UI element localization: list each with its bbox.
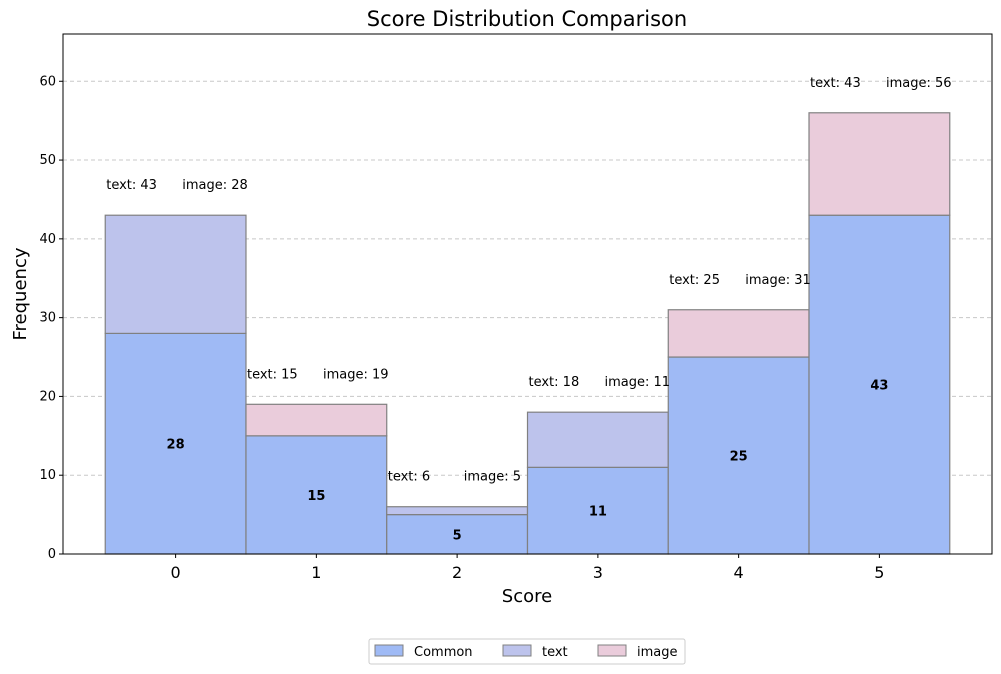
y-axis-label: Frequency	[10, 247, 31, 340]
text-total-annotation: text: 43	[810, 76, 861, 91]
x-axis-label: Score	[502, 586, 552, 607]
x-tick-label: 3	[593, 563, 603, 582]
x-tick-label: 1	[311, 563, 321, 582]
text-total-annotation: text: 43	[106, 178, 157, 193]
bar-image	[808, 112, 951, 216]
bar-value-label: 25	[730, 450, 748, 465]
y-tick-label: 60	[39, 74, 56, 89]
chart-title: Score Distribution Comparison	[367, 7, 687, 31]
text-total-annotation: text: 15	[247, 367, 298, 382]
image-total-annotation: image: 19	[323, 367, 389, 382]
bar-common	[526, 466, 669, 555]
bar-value-label: 43	[870, 379, 888, 394]
bars	[104, 112, 951, 555]
legend-swatch-common	[374, 644, 404, 657]
x-tick-label: 4	[734, 563, 744, 582]
bar-common	[667, 356, 810, 555]
bar-common	[386, 514, 529, 555]
bar-value-label: 15	[307, 489, 325, 504]
y-tick-label: 30	[39, 311, 56, 326]
bar-common	[245, 435, 388, 555]
legend-swatch-image	[597, 644, 627, 657]
y-tick-label: 20	[39, 389, 56, 404]
image-total-annotation: image: 31	[745, 273, 811, 288]
annotations: text: 43 image: 28 text: 15 image: 19 text: …	[106, 76, 951, 485]
bar-image	[245, 403, 388, 437]
y-tick-label: 10	[39, 468, 56, 483]
image-total-annotation: image: 11	[605, 375, 671, 390]
image-total-annotation: image: 56	[886, 76, 952, 91]
bar-text	[104, 214, 247, 334]
plot-frame	[62, 33, 993, 555]
text-total-annotation: text: 18	[529, 375, 580, 390]
bar-common	[104, 332, 247, 555]
y-tick-label: 0	[48, 547, 56, 562]
bar-value-label: 5	[453, 528, 462, 543]
legend: Common text image	[368, 638, 686, 665]
bar-common	[808, 214, 951, 555]
legend-label-text: text	[542, 645, 568, 660]
bar-labels: 28 15 5 11 25 43	[167, 379, 889, 544]
x-tick-label: 2	[452, 563, 462, 582]
image-total-annotation: image: 28	[182, 178, 248, 193]
bar-image	[667, 309, 810, 358]
x-tick-label: 5	[874, 563, 884, 582]
bar-value-label: 28	[167, 438, 185, 453]
axes: 0 10 20 30 40 50 60 0 1 2 3 4 5	[39, 74, 884, 582]
legend-label-image: image	[637, 645, 678, 660]
text-total-annotation: text: 25	[669, 273, 720, 288]
legend-swatch-text	[502, 644, 532, 657]
legend-label-common: Common	[414, 645, 473, 660]
bar-value-label: 11	[589, 505, 607, 520]
text-total-annotation: text: 6	[388, 470, 430, 485]
y-tick-label: 50	[39, 153, 56, 168]
bar-text	[386, 506, 529, 516]
y-tick-label: 40	[39, 232, 56, 247]
image-total-annotation: image: 5	[464, 470, 521, 485]
bar-text	[526, 411, 669, 468]
x-tick-label: 0	[171, 563, 181, 582]
